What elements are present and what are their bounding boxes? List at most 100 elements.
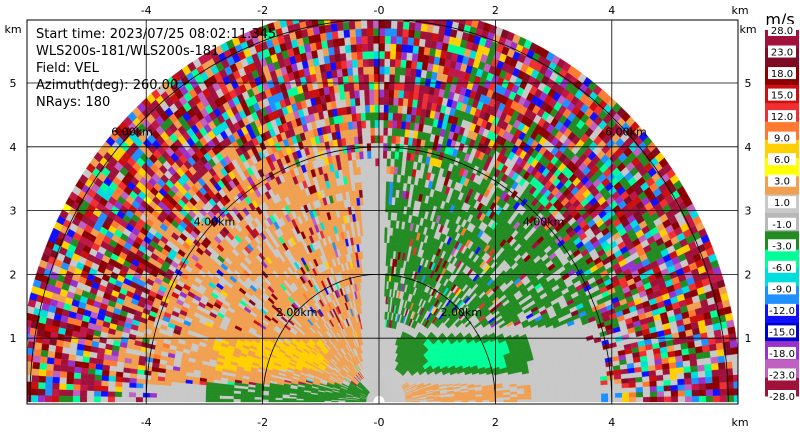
velocity-cell	[367, 158, 371, 166]
velocity-cell	[594, 385, 601, 390]
velocity-cell	[376, 197, 379, 205]
velocity-cell	[412, 53, 418, 61]
velocity-cell	[657, 391, 664, 397]
velocity-cell	[356, 44, 362, 52]
velocity-cell	[384, 250, 387, 258]
velocity-cell	[379, 158, 383, 166]
velocity-cell	[387, 158, 391, 166]
velocity-cell	[389, 74, 394, 82]
velocity-cell	[601, 384, 608, 389]
velocity-cell	[497, 400, 504, 402]
velocity-cell	[407, 106, 412, 114]
velocity-cell	[705, 376, 712, 383]
velocity-cell	[398, 159, 402, 167]
velocity-cell	[396, 44, 402, 52]
velocity-cell	[383, 266, 385, 274]
velocity-cell	[375, 181, 379, 189]
velocity-cell	[346, 60, 352, 68]
velocity-cell	[369, 197, 373, 205]
velocity-cell	[373, 36, 379, 44]
velocity-cell	[394, 90, 399, 98]
velocity-cell	[362, 51, 368, 59]
velocity-cell	[402, 37, 408, 45]
velocity-cell	[395, 59, 401, 67]
velocity-cell	[698, 371, 705, 378]
velocity-cell	[356, 36, 362, 44]
velocity-cell	[363, 67, 369, 75]
velocity-cell	[691, 371, 698, 378]
velocity-cell	[699, 396, 706, 402]
velocity-cell	[402, 29, 408, 37]
velocity-cell	[559, 398, 566, 402]
velocity-cell	[362, 128, 367, 136]
velocity-cell	[362, 136, 367, 144]
velocity-cell	[730, 340, 738, 348]
velocity-cell	[401, 44, 407, 52]
velocity-cell	[538, 399, 545, 402]
velocity-cell	[365, 113, 370, 121]
velocity-cell	[364, 174, 368, 182]
velocity-cell	[601, 389, 608, 394]
velocity-cell	[414, 84, 420, 92]
velocity-cell	[733, 374, 740, 381]
velocity-cell	[587, 394, 594, 398]
velocity-cell	[389, 189, 393, 197]
velocity-cell	[404, 75, 410, 83]
velocity-cell	[657, 386, 664, 392]
velocity-cell	[677, 379, 684, 385]
velocity-cell	[357, 121, 362, 129]
velocity-cell	[373, 20, 379, 28]
velocity-cell	[383, 158, 387, 166]
velocity-cell	[559, 395, 566, 399]
velocity-cell	[354, 83, 360, 91]
velocity-cell	[636, 397, 643, 402]
velocity-cell	[365, 189, 369, 197]
velocity-cell	[350, 98, 355, 106]
velocity-cell	[697, 358, 705, 365]
velocity-cell	[376, 189, 379, 197]
velocity-cell	[417, 54, 423, 62]
velocity-cell	[376, 220, 379, 228]
velocity-cell	[382, 220, 385, 228]
velocity-cell	[360, 105, 365, 113]
velocity-cell	[395, 136, 400, 144]
velocity-cell	[368, 181, 372, 189]
velocity-cell	[649, 370, 656, 376]
velocity-cell	[342, 68, 348, 76]
velocity-cell	[580, 386, 587, 390]
velocity-cell	[383, 151, 387, 159]
velocity-cell	[363, 59, 369, 67]
velocity-cell	[629, 392, 636, 397]
velocity-cell	[379, 43, 385, 51]
velocity-cell	[425, 39, 432, 48]
velocity-cell	[355, 21, 361, 29]
velocity-cell	[400, 129, 405, 137]
velocity-cell	[406, 52, 412, 60]
velocity-cell	[399, 83, 405, 91]
velocity-cell	[594, 398, 601, 402]
velocity-cell	[405, 122, 410, 130]
velocity-cell	[395, 52, 401, 60]
velocity-cell	[379, 151, 383, 159]
velocity-cell	[390, 59, 396, 67]
velocity-cell	[594, 389, 601, 394]
velocity-cell	[388, 197, 392, 205]
velocity-cell	[677, 367, 684, 373]
velocity-cell	[734, 395, 741, 402]
velocity-cell	[397, 105, 402, 113]
velocity-cell	[409, 83, 415, 91]
velocity-cell	[692, 384, 699, 390]
velocity-cell	[705, 370, 712, 377]
velocity-cell	[368, 66, 373, 74]
velocity-cell	[710, 350, 718, 357]
velocity-cell	[388, 212, 391, 220]
velocity-cell	[384, 243, 387, 251]
velocity-cell	[385, 28, 391, 36]
velocity-cell	[349, 21, 356, 29]
velocity-cell	[545, 395, 552, 398]
velocity-cell	[379, 120, 383, 128]
velocity-cell	[720, 395, 727, 402]
velocity-cell	[351, 52, 357, 60]
velocity-cell	[347, 68, 353, 76]
velocity-cell	[424, 47, 431, 55]
